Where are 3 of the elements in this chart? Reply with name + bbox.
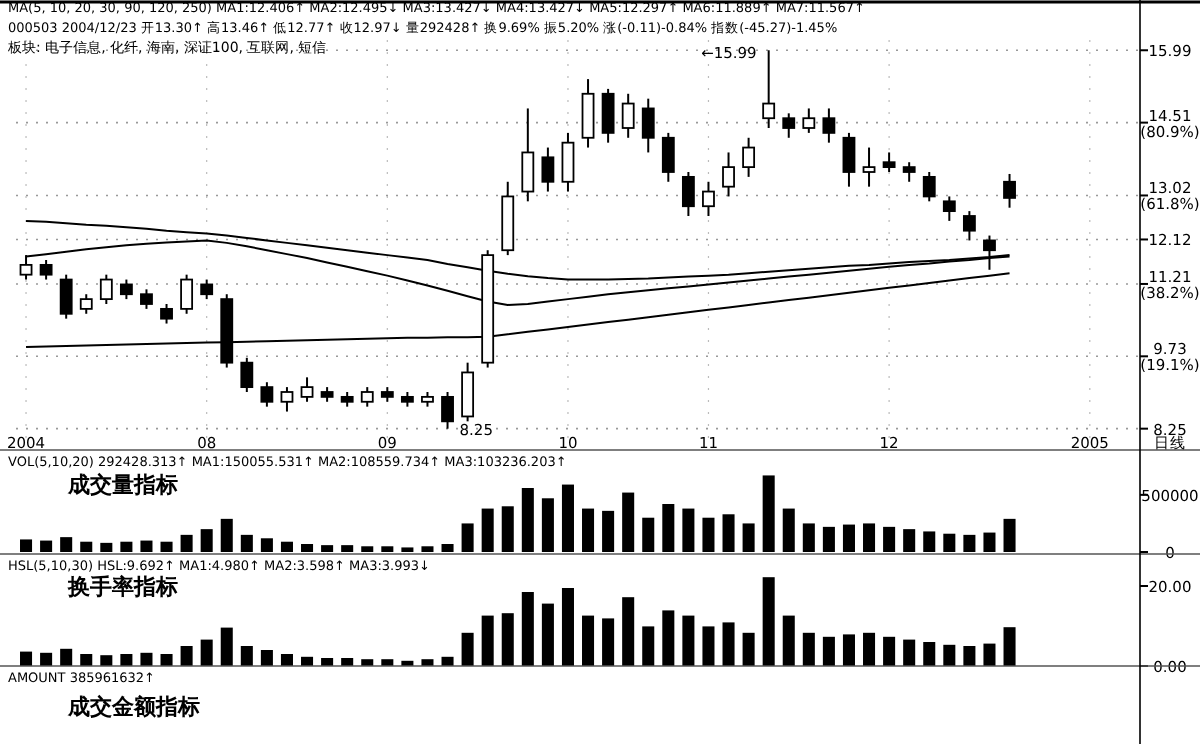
annotation: 换手率指标 — [66, 574, 178, 600]
text: 成交金额指标 — [66, 694, 200, 720]
annotation: 成交量指标 — [66, 472, 178, 498]
